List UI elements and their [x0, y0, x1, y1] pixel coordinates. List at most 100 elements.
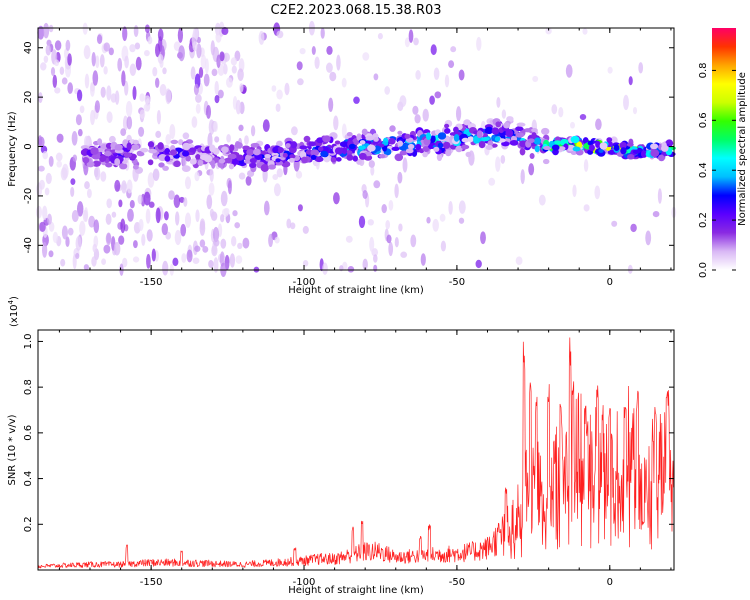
colorbar-tick-label: 0.2 — [698, 212, 709, 228]
spectrogram-band-blob — [334, 140, 341, 145]
spectrogram-band-blob — [373, 137, 379, 142]
spectrogram-speckle — [99, 54, 105, 68]
spectrogram-band-blob — [229, 144, 235, 152]
spectrogram-speckle — [75, 114, 82, 126]
spectrogram-band-blob — [339, 141, 349, 148]
spectrogram-speckle — [42, 151, 49, 160]
spectrogram-speckle — [114, 90, 120, 105]
spectrogram-band-blob — [188, 147, 197, 153]
spectrogram-band-blob — [391, 146, 400, 152]
spectrogram-speckle — [127, 208, 134, 222]
spectrogram-band-blob — [531, 127, 538, 133]
spectrogram-speckle — [495, 156, 501, 172]
spectrogram-speckle — [444, 74, 450, 88]
spectrogram-band-blob — [495, 121, 502, 128]
spectrogram-speckle — [341, 77, 347, 88]
spectrogram-speckle — [579, 113, 587, 121]
spectrogram-speckle — [370, 165, 375, 176]
spectrogram-speckle — [500, 154, 506, 164]
spectrogram-speckle — [144, 49, 150, 57]
spectrogram-speckle — [402, 157, 408, 173]
spectrogram-speckle — [132, 86, 137, 100]
spectrogram-band-blob — [519, 148, 526, 156]
spectrogram-band-blob — [114, 144, 123, 151]
spectrogram-speckle — [120, 128, 127, 136]
spectrogram-band-blob — [606, 137, 613, 143]
spectrogram-speckle — [125, 100, 133, 117]
spectrogram-speckle — [284, 82, 290, 96]
spectrogram-speckle — [38, 165, 45, 172]
spectrogram-speckle — [138, 218, 144, 231]
spectrogram-speckle — [135, 56, 142, 71]
spectrogram-speckle — [106, 198, 112, 209]
spectrogram-band-blob — [185, 155, 192, 162]
spectrogram-band-blob — [90, 147, 99, 155]
spectrogram-speckle — [35, 205, 43, 219]
spectrogram-speckle — [242, 237, 250, 249]
spectrogram-speckle — [373, 73, 379, 81]
spectrogram-speckle — [501, 109, 507, 119]
spectrogram-speckle — [118, 235, 125, 245]
spectrogram-band-blob — [317, 146, 324, 152]
spectrogram-band-blob — [126, 142, 132, 151]
spectrogram-speckle — [455, 106, 462, 122]
colorbar-tick-label: 0.6 — [698, 112, 709, 128]
spectrogram-speckle — [413, 37, 419, 46]
spectrogram-speckle — [91, 256, 97, 267]
spectrogram-speckle — [190, 66, 196, 80]
spectrogram-band-blob — [399, 150, 408, 156]
snr-y-multiplier: (x104) — [7, 296, 20, 327]
spectrogram-speckle — [429, 95, 435, 105]
spectrogram-speckle — [101, 258, 107, 265]
spectrogram-speckle — [211, 244, 218, 257]
spectrogram-band-blob — [534, 145, 540, 153]
spectrogram-speckle — [353, 96, 360, 104]
spectrogram-band-blob — [197, 159, 204, 167]
spectrogram-speckle — [122, 26, 128, 42]
spectrogram-speckle — [65, 39, 71, 51]
spectrogram-speckle — [126, 179, 133, 194]
spectrogram-band-blob — [553, 140, 562, 145]
spectrogram-speckle — [439, 213, 446, 222]
spectrogram-speckle — [148, 201, 155, 208]
spectrogram-speckle — [108, 47, 114, 56]
spectrogram-speckle — [276, 30, 284, 39]
spectrogram-band-blob — [303, 135, 311, 143]
spectrogram-band-blob — [114, 158, 121, 166]
spectrogram-speckle — [333, 115, 339, 131]
y-tick-label: 0.6 — [23, 425, 34, 441]
spectrogram-band-blob — [169, 149, 178, 156]
spectrogram-band-blob — [82, 156, 90, 164]
spectrogram-speckle — [569, 121, 576, 129]
spectrogram-speckle — [558, 106, 564, 118]
spectrogram-speckle — [157, 54, 164, 64]
spectrogram-band-blob — [463, 119, 471, 126]
spectrogram-speckle — [645, 230, 652, 246]
spectrogram-speckle — [105, 232, 112, 246]
spectrogram-speckle — [388, 241, 394, 257]
spectrogram-speckle — [347, 266, 355, 273]
spectrogram-speckle — [408, 29, 414, 43]
spectrogram-speckle — [43, 22, 50, 39]
spectrogram-speckle — [381, 204, 387, 214]
spectrogram-speckle — [385, 219, 391, 230]
spectrogram-speckle — [103, 42, 111, 52]
spectrogram-speckle — [195, 209, 200, 223]
spectrogram-speckle — [147, 172, 155, 188]
spectrogram-speckle — [195, 94, 202, 103]
spectrogram-speckle — [216, 54, 221, 68]
spectrogram-band-blob — [422, 151, 428, 158]
spectrogram-speckle — [124, 80, 129, 96]
spectrogram-speckle — [415, 70, 421, 80]
spectrogram-band-blob — [189, 158, 197, 165]
spectrogram-band-blob — [108, 135, 116, 143]
spectrogram-speckle — [480, 231, 486, 245]
spectrogram-speckle — [45, 172, 52, 185]
spectrogram-speckle — [325, 62, 333, 73]
spectrogram-band-blob — [314, 156, 324, 163]
spectrogram-speckle — [94, 100, 100, 113]
y-tick-label: -40 — [23, 237, 34, 253]
spectrogram-band-blob — [310, 149, 320, 157]
spectrogram-speckle — [155, 77, 160, 88]
